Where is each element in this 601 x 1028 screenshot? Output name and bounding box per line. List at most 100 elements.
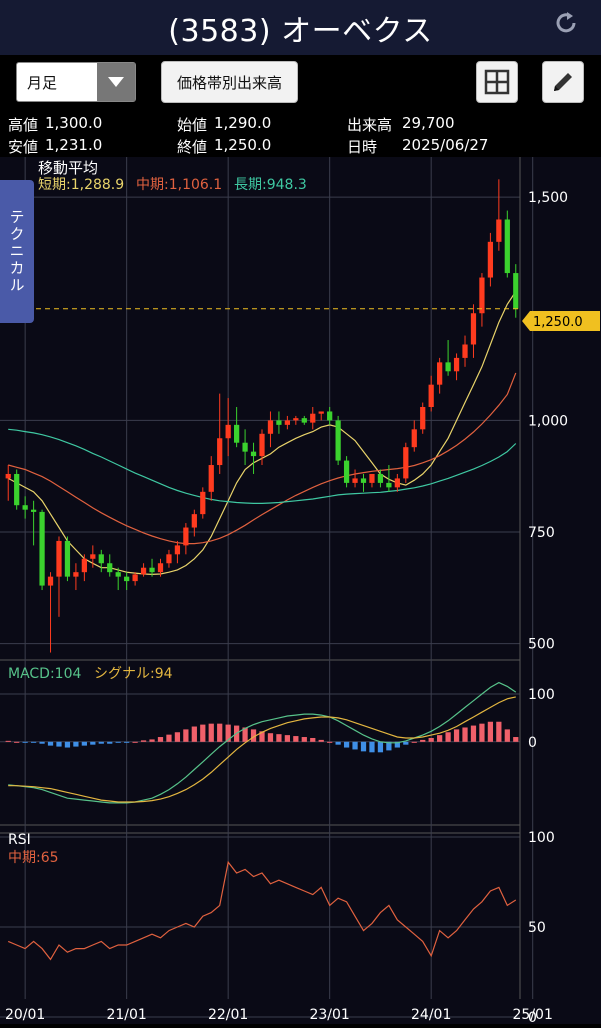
macd-hist-bar [437, 735, 443, 742]
chart-svg[interactable]: 500 750 1,000 1,500 0 100 0 50 100 20/01 21/01 22/… [0, 157, 601, 1026]
macd-hist-bar [343, 741, 350, 748]
macd-hist-bar [140, 740, 147, 742]
macd-hist-bar [56, 741, 62, 747]
candle [217, 393, 223, 474]
macd-hist-bar [191, 726, 197, 742]
macd-hist-bar [420, 739, 426, 742]
candle [352, 469, 358, 488]
candle [166, 549, 172, 568]
macd-hist-bar [462, 727, 468, 742]
candle [327, 407, 333, 425]
candle-body [369, 473, 375, 483]
refresh-icon[interactable] [549, 6, 583, 40]
candle-body [437, 362, 443, 385]
app-header: (3583) オーベクス [0, 0, 601, 55]
candle-body [217, 438, 223, 466]
layout-grid-button[interactable] [476, 61, 518, 103]
macd-hist-bar [428, 737, 434, 742]
candle-body [174, 545, 181, 555]
y-tick-label: 50 [528, 920, 546, 936]
macd-hist-bar [335, 741, 341, 745]
candle-body [411, 429, 417, 448]
period-select-label: 月足 [27, 74, 58, 92]
candle [47, 572, 54, 653]
candle [411, 420, 417, 452]
candle-body [250, 451, 257, 457]
candle [428, 375, 434, 412]
close-value: 1,250.0 [214, 136, 272, 154]
macd-hist-bar [301, 737, 307, 742]
draw-button[interactable] [542, 61, 584, 103]
period-select[interactable]: 月足 [16, 62, 136, 102]
macd-hist-bar [259, 731, 265, 742]
candle [318, 411, 324, 421]
candle-body [394, 478, 400, 488]
macd-hist-bar [174, 732, 181, 742]
macd-hist-bar [166, 734, 172, 742]
candle [64, 536, 71, 582]
candle [453, 353, 460, 381]
candle-body [310, 413, 316, 423]
signal-line [8, 696, 516, 803]
candle [22, 496, 28, 519]
candle [335, 415, 341, 466]
candle [462, 335, 468, 367]
macd-hist-bar [267, 733, 274, 742]
macd-hist-bar [90, 741, 96, 745]
x-tick-label: 24/01 [411, 1007, 451, 1023]
macd-hist-bar [487, 721, 494, 742]
macd-hist-bar [200, 724, 206, 742]
ma-legend-mid: 中期:1,106.1 [136, 177, 222, 193]
candle [98, 549, 104, 573]
current-price-tag: 1,250.0 [522, 311, 600, 331]
y-tick-label: 100 [528, 830, 555, 846]
candle-body [420, 407, 426, 430]
candle-body [462, 344, 468, 358]
macd-hist-bar [157, 737, 164, 742]
macd-hist-bar [107, 741, 113, 744]
date-value: 2025/06/27 [402, 136, 489, 154]
candle-body [259, 433, 265, 457]
candle-body [47, 576, 54, 586]
candle-body [479, 277, 485, 314]
candle-body [386, 482, 392, 488]
candle [191, 509, 197, 537]
technical-side-tab-label: テクニカル [7, 209, 26, 294]
macd-hist-bar [411, 741, 417, 743]
candle-body [5, 473, 11, 479]
grid-icon [484, 69, 510, 95]
candle [420, 402, 426, 434]
candle-body [39, 511, 45, 586]
candle [259, 429, 265, 466]
candle [200, 487, 206, 519]
x-tick-label: 20/01 [5, 1007, 45, 1023]
x-tick-label: 22/01 [208, 1007, 248, 1023]
macd-hist-bar [183, 729, 189, 742]
candle [293, 415, 299, 425]
y-tick-label: 500 [528, 637, 555, 653]
candle [107, 554, 113, 577]
candle-body [191, 514, 197, 528]
candle [437, 357, 443, 394]
chart-area[interactable]: 500 750 1,000 1,500 0 100 0 50 100 20/01 21/01 22/… [0, 157, 601, 1026]
candle-body [470, 313, 477, 345]
candle-body [496, 219, 502, 242]
chevron-down-icon [97, 63, 135, 101]
candle [174, 540, 181, 564]
macd-hist-bar [30, 741, 37, 743]
candle [132, 572, 138, 586]
macd-hist-bar [386, 741, 392, 751]
macd-hist-bar [284, 735, 290, 742]
candle [124, 572, 130, 591]
technical-side-tab[interactable]: テクニカル [0, 180, 34, 323]
macd-hist-bar [352, 741, 358, 750]
candle [343, 456, 350, 488]
macd-hist-bar [369, 741, 375, 753]
band-volume-button[interactable]: 価格帯別出来高 [161, 61, 298, 103]
candle [445, 340, 451, 376]
candle [140, 563, 147, 577]
candle-body [242, 442, 248, 452]
candle [5, 465, 11, 501]
rsi-legend-mid: 中期:65 [8, 850, 59, 866]
candle [504, 210, 510, 278]
